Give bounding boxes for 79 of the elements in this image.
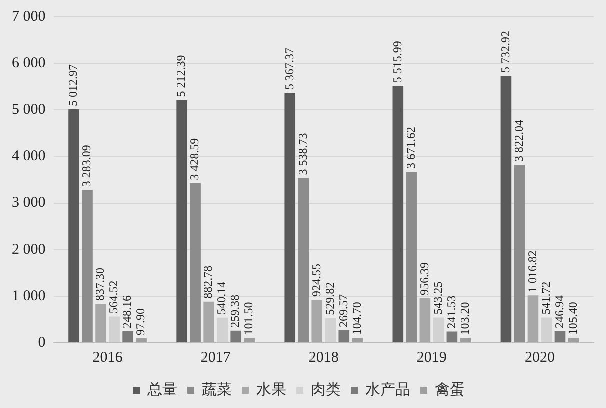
legend-label: 总量 [146,381,178,398]
x-tick-label: 2017 [200,350,232,366]
data-label: 564.52 [106,280,121,314]
x-tick-label: 2018 [308,350,339,366]
bar [541,318,552,342]
legend-label: 水产品 [366,381,410,398]
legend-label: 水果 [256,381,286,398]
bar [96,304,106,342]
bar [82,190,93,342]
data-label: 5 732.92 [498,31,512,74]
bar [528,296,539,342]
data-label: 541.72 [538,282,553,315]
bar [352,338,364,342]
data-label: 3 283.09 [80,145,94,188]
y-tick-label: 1 000 [12,288,46,304]
bar [554,332,566,342]
data-label: 246.94 [552,296,566,328]
data-label: 3 822.04 [512,120,526,162]
x-tick-label: 2019 [416,350,447,366]
y-tick-label: 3 000 [12,195,46,212]
data-label: 5 515.99 [390,41,404,84]
bar [176,100,188,342]
bar [460,338,472,342]
bar [122,331,134,342]
bar [109,316,120,342]
legend-label: 肉类 [311,381,341,398]
bar [433,318,444,342]
data-label: 1 016.82 [525,250,540,293]
bar [284,93,296,342]
y-tick-label: 5 000 [12,102,46,118]
data-label: 5 012.97 [66,64,80,107]
data-label: 5 212.39 [174,55,188,98]
data-label: 837.30 [93,268,108,302]
data-label: 882.78 [201,266,216,299]
bar [500,76,512,342]
data-label: 269.57 [336,294,350,328]
bar [68,110,80,342]
data-label: 956.39 [417,262,432,296]
data-label: 3 428.59 [188,138,202,180]
bar [392,86,404,342]
bar [230,330,242,342]
data-label: 540.14 [214,282,229,315]
data-label: 5 367.37 [282,48,296,90]
data-label: 924.55 [309,264,324,297]
bar [136,338,147,342]
data-label: 3 538.73 [296,133,310,176]
bar [204,302,214,342]
x-tick-label: 2020 [524,350,555,366]
bar [244,338,255,342]
bar [514,165,526,342]
data-label: 248.16 [120,295,134,328]
y-tick-label: 7 000 [12,8,46,25]
data-label: 103.20 [458,302,472,336]
y-tick-label: 0 [38,334,46,351]
data-label: 105.40 [566,302,580,336]
data-label: 104.70 [350,302,364,336]
bar [190,183,201,342]
data-label: 3 671.62 [404,127,418,170]
data-label: 529.82 [322,282,337,316]
y-tick-label: 6 000 [12,56,46,72]
bar [568,338,580,342]
data-label: 241.53 [444,296,458,329]
bar [420,298,431,342]
bar [325,318,336,342]
y-tick-label: 4 000 [12,148,46,165]
bar [406,172,418,342]
bar [217,318,228,342]
y-tick-label: 2 000 [12,242,46,258]
data-label: 259.38 [228,294,242,328]
bar [298,178,310,342]
bar [446,332,458,342]
legend-label: 蔬菜 [202,381,232,398]
bar [312,300,323,342]
data-label: 101.50 [242,302,256,336]
data-label: 97.90 [134,308,148,336]
data-label: 543.25 [430,282,445,315]
legend-label: 禽蛋 [435,381,465,398]
bar [338,330,350,342]
x-tick-label: 2016 [92,350,124,366]
